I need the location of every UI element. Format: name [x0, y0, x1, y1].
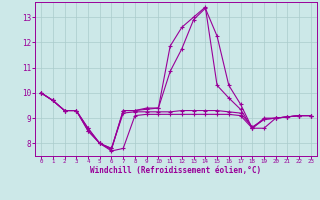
X-axis label: Windchill (Refroidissement éolien,°C): Windchill (Refroidissement éolien,°C): [91, 166, 261, 175]
